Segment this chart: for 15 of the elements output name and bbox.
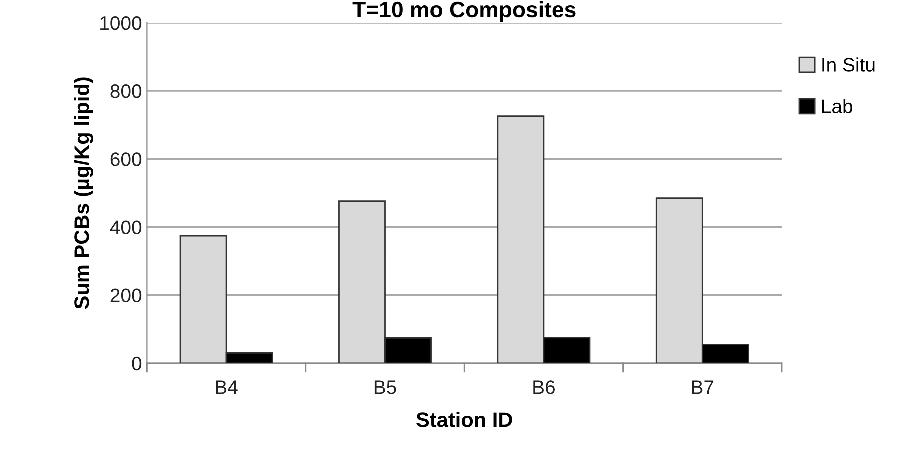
- x-tick-label: B7: [692, 380, 714, 394]
- legend-label: In Situ: [822, 58, 875, 72]
- y-tick-label: 0: [132, 356, 142, 371]
- y-tick-label: 600: [110, 152, 142, 166]
- chart-title: T=10 mo Composites: [352, 1, 576, 22]
- x-tick-label: B4: [216, 380, 238, 394]
- x-tick-label: B5: [374, 380, 396, 394]
- x-tick-label: B6: [534, 380, 555, 394]
- y-tick-label: 400: [110, 220, 142, 234]
- legend-label: Lab: [822, 99, 853, 114]
- y-tick-label: 800: [110, 84, 142, 98]
- y-axis-title: Sum PCBs (µg/Kg lipid): [74, 78, 94, 310]
- y-tick-label: 200: [110, 288, 142, 303]
- y-tick-label: 1000: [100, 16, 142, 30]
- x-axis-title: Station ID: [416, 412, 512, 428]
